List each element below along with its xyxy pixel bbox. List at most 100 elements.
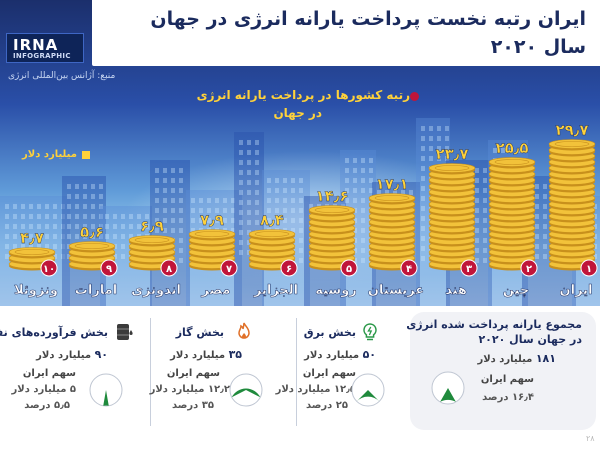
rank-badge (100, 259, 118, 277)
pie-slice-iran-share (440, 388, 456, 402)
category-label: مصر (201, 283, 231, 298)
sector-gas: بخش گاز ۳۵ میلیارد دلار سهم ایران ۱۲٫۲ م… (149, 306, 292, 450)
flame-icon (238, 322, 250, 339)
category-label: عربستان (368, 283, 424, 298)
building (150, 160, 190, 306)
sector-oil-products: بخش فرآورده‌های نفتی ۹۰ میلیارد دلار سهم… (0, 306, 148, 450)
sector-value-number: ۵۰ (362, 348, 376, 361)
pie-slice-iran-share (231, 388, 261, 398)
total-subsidy-box: مجموع یارانه پرداخت شده انرژی در جهان سا… (406, 312, 596, 430)
divider (296, 318, 297, 426)
bar-value-label: ۲۹٫۷ (555, 121, 588, 139)
sector-value: ۵۰ میلیارد دلار (304, 348, 376, 361)
bar-coin-stack (368, 193, 416, 271)
bar-coin-stack (68, 241, 116, 271)
total-share-label: سهم ایران (480, 374, 534, 385)
category-label: امارات (75, 283, 117, 298)
category-label: ایران (560, 283, 593, 298)
chart-title-bullet (410, 92, 419, 101)
bar-value-label: ۴٫۷ (20, 229, 44, 247)
bar-value-label: ۱۴٫۶ (315, 187, 348, 205)
sector-share-label: سهم ایران (302, 368, 356, 379)
chart-panel: ۲۹٫۷ ۱ ایران ۲۵٫۵ ۲ چین ۲۳٫۷ ۳ هند ۱۷٫۱ ۴ عربستان ۱۴… (0, 0, 600, 306)
sector-share-pie (351, 373, 385, 407)
sector-share-amount: ۵ میلیارد دلار (11, 384, 77, 395)
rank-number: ۳ (466, 264, 472, 275)
sector-share-label: سهم ایران (166, 368, 220, 379)
rank-number: ۹ (106, 264, 112, 275)
rank-badge (520, 259, 538, 277)
category-label: اندونزی (131, 283, 181, 298)
bar-value-label: ۵٫۶ (80, 223, 104, 241)
bar-value-label: ۱۷٫۱ (375, 175, 408, 193)
building (234, 132, 264, 306)
bar-value-label: ۷٫۹ (200, 211, 224, 229)
sector-title: بخش گاز (175, 326, 224, 339)
oil-barrel-icon (117, 324, 133, 340)
rank-badge (40, 259, 58, 277)
page-title: ایران رتبه نخست پرداخت یارانه انرژی در ج… (150, 8, 586, 30)
total-title-2: در جهان سال ۲۰۲۰ (478, 333, 582, 346)
rank-number: ۱ (586, 264, 592, 275)
sector-share-amount: ۱۲٫۲ میلیارد دلار (149, 384, 230, 395)
total-value: ۱۸۱ میلیارد دلار (477, 352, 556, 365)
legend-unit-label: میلیارد دلار (22, 149, 77, 160)
sector-share-label: سهم ایران (22, 368, 76, 379)
sector-share-percent: ۳۵ درصد (171, 400, 214, 411)
title-box: ایران رتبه نخست پرداخت یارانه انرژی در ج… (92, 0, 600, 66)
sector-electricity: بخش برق ۵۰ میلیارد دلار سهم ایران ۱۲٫۵ م… (276, 306, 406, 450)
sector-share-pie (229, 373, 263, 407)
category-label: ونزوئلا (14, 283, 58, 298)
total-value-unit: میلیارد دلار (477, 354, 533, 365)
rank-badge (160, 259, 178, 277)
sector-value-unit: میلیارد دلار (170, 350, 226, 361)
bar-value-label: ۶٫۹ (140, 217, 164, 235)
bar-coin-stack (488, 157, 536, 271)
chart-title: رتبه کشورها در پرداخت یارانه انرژی (196, 88, 410, 102)
page-title-year: سال ۲۰۲۰ (490, 36, 586, 58)
sector-share-amount: ۱۲٫۵ میلیارد دلار (275, 384, 356, 395)
sector-title: بخش فرآورده‌های نفتی (0, 326, 108, 339)
sector-share-percent: ۲۵ درصد (305, 400, 348, 411)
page-number: ۲۸ (586, 434, 595, 443)
logo-subtext: INFOGRAPHIC (13, 52, 71, 60)
sector-value: ۹۰ میلیارد دلار (36, 348, 108, 361)
bar-coin-stack (428, 163, 476, 271)
rank-number: ۲ (526, 264, 532, 275)
sector-value-unit: میلیارد دلار (304, 350, 360, 361)
bar-value-label: ۲۵٫۵ (495, 139, 528, 157)
sector-value-number: ۹۰ (94, 348, 108, 361)
sector-share-pie (89, 373, 123, 407)
category-label: چین (503, 283, 529, 298)
rank-badge (220, 259, 238, 277)
sector-value-number: ۳۵ (228, 348, 242, 361)
sector-share-percent: ۵٫۵ درصد (24, 400, 70, 411)
rank-number: ۸ (166, 264, 172, 275)
rank-number: ۵ (346, 264, 352, 275)
bar-chart: ۲۹٫۷ ۱ ایران ۲۵٫۵ ۲ چین ۲۳٫۷ ۳ هند ۱۷٫۱ ۴ عربستان ۱۴… (8, 121, 598, 298)
sector-value-unit: میلیارد دلار (36, 350, 92, 361)
sector-value: ۳۵ میلیارد دلار (170, 348, 242, 361)
total-value-number: ۱۸۱ (535, 352, 556, 365)
divider (150, 318, 151, 426)
category-label: روسیه (315, 283, 357, 298)
rank-number: ۶ (286, 264, 292, 275)
total-title: مجموع یارانه پرداخت شده انرژی (406, 318, 582, 331)
rank-badge (400, 259, 418, 277)
bar-coin-stack (548, 139, 596, 271)
bar-value-label: ۸٫۴ (260, 211, 284, 229)
rank-number: ۷ (226, 264, 232, 275)
category-label: هند (445, 283, 467, 298)
rank-badge (340, 259, 358, 277)
chart-title-2: در جهان (273, 106, 322, 120)
bar-coin-stack (308, 205, 356, 271)
rank-number: ۱۰ (43, 264, 55, 275)
logo-text: IRNA (13, 36, 59, 54)
lightbulb-icon (363, 323, 377, 341)
rank-badge (580, 259, 598, 277)
pie-slice-iran-share (103, 390, 109, 406)
sector-title: بخش برق (303, 326, 356, 339)
category-label: الجزایر (253, 283, 298, 298)
bar-coin-stack (188, 229, 236, 271)
